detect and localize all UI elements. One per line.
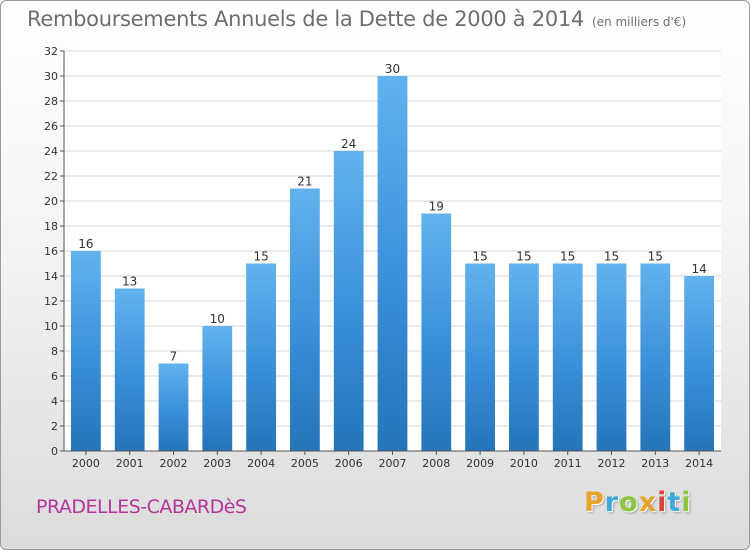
data-label: 30: [385, 62, 400, 76]
data-label: 15: [560, 250, 575, 264]
data-label: 16: [78, 237, 93, 251]
brand-logo: Proxiti: [584, 487, 692, 518]
y-tick-label: 4: [51, 395, 58, 408]
x-tick-label: 2006: [335, 457, 363, 470]
bar-2011: [552, 263, 583, 451]
brand-letter: i: [657, 487, 668, 518]
bar-2000: [71, 251, 101, 451]
x-tick-label: 2001: [116, 457, 144, 470]
data-label: 15: [253, 250, 268, 264]
bar-2001: [114, 288, 145, 451]
place-name: PRADELLES-CABARDèS: [36, 496, 247, 518]
y-tick-label: 0: [51, 445, 58, 458]
data-label: 19: [429, 200, 444, 214]
x-tick-label: 2014: [685, 457, 713, 470]
y-tick-label: 2: [51, 420, 58, 433]
y-tick-label: 30: [44, 70, 58, 83]
bar-2003: [202, 326, 233, 451]
chart-title: Remboursements Annuels de la Dette de 20…: [27, 7, 584, 31]
brand-letter: r: [604, 487, 620, 518]
y-tick-label: 14: [44, 270, 58, 283]
y-tick-label: 32: [44, 45, 58, 58]
y-tick-label: 28: [44, 95, 58, 108]
bar-2010: [509, 263, 539, 451]
brand-letter: t: [667, 487, 682, 518]
bars: [71, 76, 714, 451]
x-tick-label: 2011: [554, 457, 582, 470]
bar-2006: [333, 151, 364, 451]
x-tick-label: 2003: [203, 457, 231, 470]
bar-2009: [465, 263, 495, 451]
y-tick-label: 26: [44, 120, 58, 133]
y-tick-label: 8: [51, 345, 58, 358]
bar-2013: [640, 263, 671, 451]
title-row: Remboursements Annuels de la Dette de 20…: [27, 7, 686, 31]
x-tick-label: 2002: [160, 457, 188, 470]
brand-letter: i: [681, 487, 692, 518]
bar-2002: [158, 363, 189, 451]
data-label: 21: [297, 175, 312, 189]
x-tick-label: 2012: [598, 457, 626, 470]
data-label: 15: [472, 250, 487, 264]
brand-letter: o: [619, 487, 639, 518]
data-label: 15: [516, 250, 531, 264]
x-tick-label: 2009: [466, 457, 494, 470]
x-tick-label: 2004: [247, 457, 275, 470]
y-tick-label: 12: [44, 295, 58, 308]
brand-letter: x: [638, 487, 658, 518]
data-label: 24: [341, 137, 356, 151]
bar-2007: [377, 76, 408, 451]
y-tick-label: 22: [44, 170, 58, 183]
bar-2004: [246, 263, 276, 451]
data-label: 15: [648, 250, 663, 264]
bar-2014: [684, 276, 714, 451]
data-label: 14: [691, 262, 706, 276]
bar-2008: [421, 213, 452, 451]
x-tick-label: 2005: [291, 457, 319, 470]
x-tick-label: 2007: [379, 457, 407, 470]
y-tick-label: 24: [44, 145, 58, 158]
y-tick-label: 10: [44, 320, 58, 333]
y-tick-label: 18: [44, 220, 58, 233]
data-label: 7: [170, 350, 178, 364]
x-tick-label: 2008: [422, 457, 450, 470]
x-tick-label: 2013: [641, 457, 669, 470]
x-tick-label: 2000: [72, 457, 100, 470]
bar-2005: [290, 188, 320, 451]
data-label: 13: [122, 275, 137, 289]
x-tick-label: 2010: [510, 457, 538, 470]
data-label: 15: [604, 250, 619, 264]
bar-2012: [596, 263, 627, 451]
data-label: 10: [210, 312, 225, 326]
y-tick-label: 6: [51, 370, 58, 383]
brand-letter: P: [584, 487, 605, 518]
y-tick-label: 20: [44, 195, 58, 208]
data-labels: 16 13 7 10 15 21 24 30 19 15 15 15 15 15 14: [78, 62, 706, 364]
chart-unit-note: (en milliers d'€): [592, 15, 687, 29]
y-tick-label: 16: [44, 245, 58, 258]
